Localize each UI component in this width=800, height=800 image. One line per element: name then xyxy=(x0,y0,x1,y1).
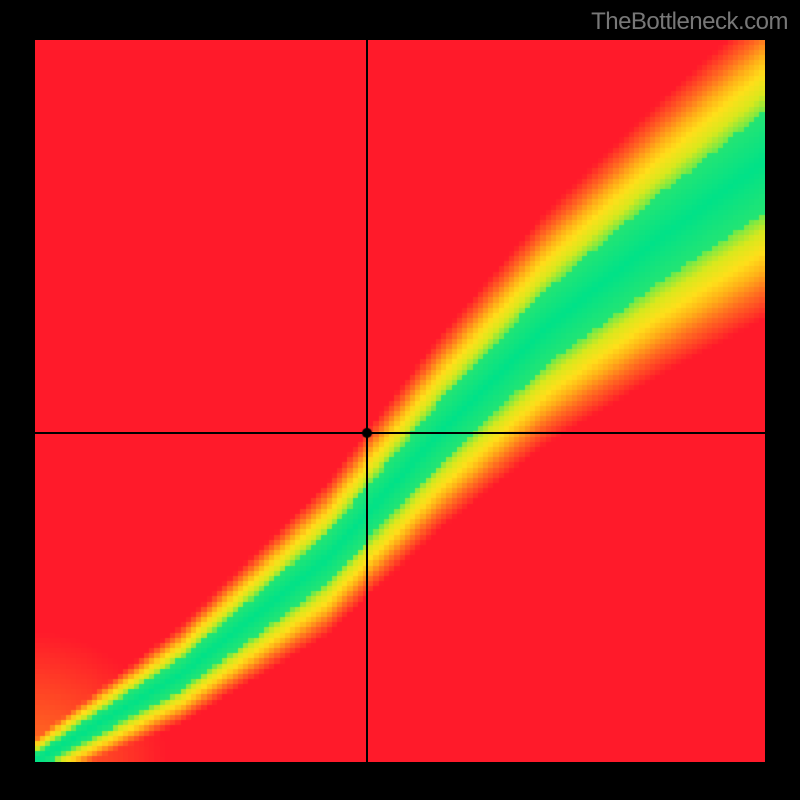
crosshair-marker xyxy=(361,427,373,439)
chart-root: TheBottleneck.com xyxy=(0,0,800,800)
bottleneck-heatmap xyxy=(35,40,765,762)
watermark-text: TheBottleneck.com xyxy=(591,8,788,36)
crosshair-vertical xyxy=(366,40,368,762)
crosshair-horizontal xyxy=(35,432,765,434)
